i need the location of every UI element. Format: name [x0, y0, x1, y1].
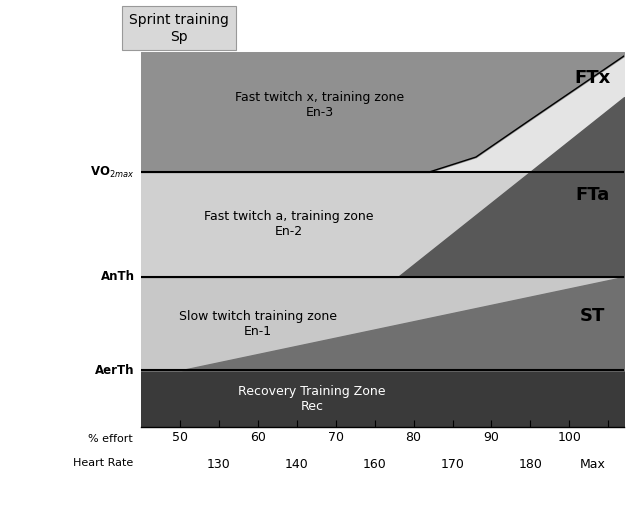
Text: 170: 170 — [440, 459, 465, 471]
Text: AerTh: AerTh — [95, 364, 135, 377]
Text: % effort: % effort — [88, 434, 133, 444]
Text: 140: 140 — [285, 459, 309, 471]
Text: 160: 160 — [363, 459, 387, 471]
Text: 130: 130 — [207, 459, 231, 471]
Text: AnTh: AnTh — [100, 270, 135, 284]
Text: VO$_{2max}$: VO$_{2max}$ — [90, 164, 135, 180]
Text: Max: Max — [580, 459, 606, 471]
Text: Fast twitch a, training zone
En-2: Fast twitch a, training zone En-2 — [204, 211, 374, 238]
Text: Recovery Training Zone
Rec: Recovery Training Zone Rec — [238, 385, 386, 412]
Text: ST: ST — [580, 307, 606, 325]
Text: Slow twitch training zone
En-1: Slow twitch training zone En-1 — [179, 310, 337, 338]
Text: 180: 180 — [518, 459, 543, 471]
Text: Sprint training
Sp: Sprint training Sp — [129, 13, 229, 44]
Text: Fast twitch x, training zone
En-3: Fast twitch x, training zone En-3 — [235, 90, 404, 119]
Text: FTa: FTa — [576, 186, 610, 204]
Text: FTx: FTx — [574, 70, 611, 87]
Text: Heart Rate: Heart Rate — [73, 459, 133, 469]
